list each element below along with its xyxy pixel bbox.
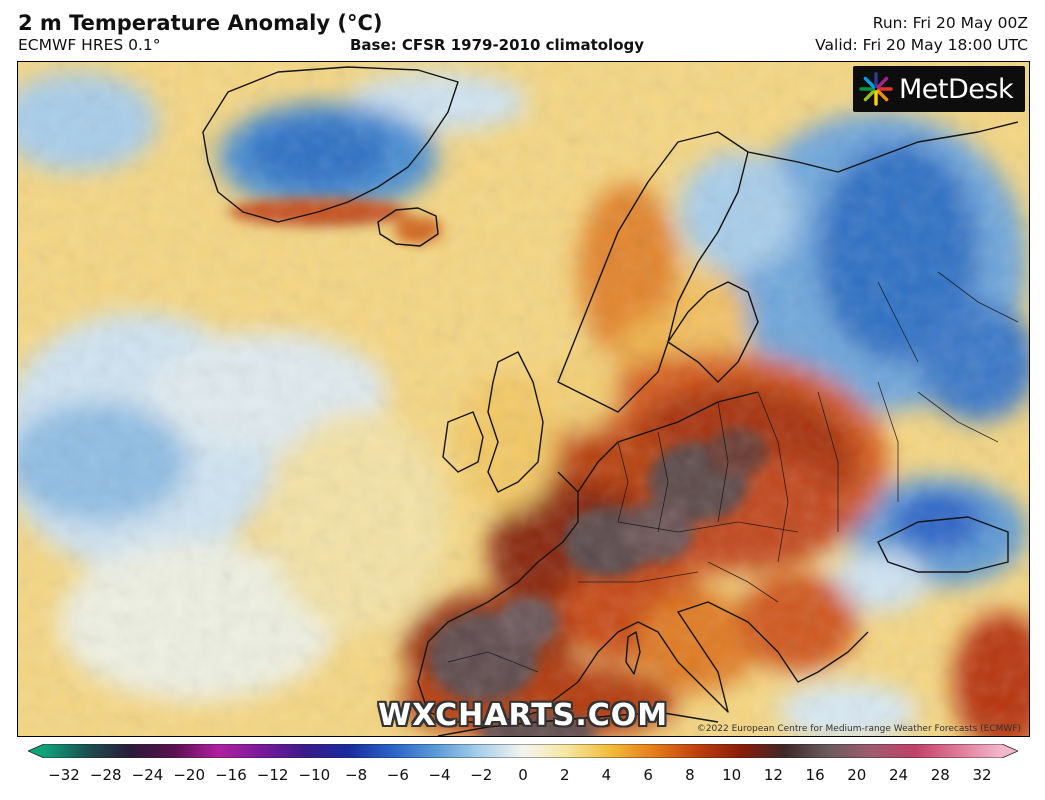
colorbar [28,744,1018,758]
run-time-label: Run: Fri 20 May 00Z [872,14,1028,32]
anomaly-map: MetDesk WXCHARTS.COM ©2022 European Cent… [17,61,1030,737]
colorbar-tick-label: −20 [173,766,205,784]
chart-title: 2 m Temperature Anomaly (°C) [18,11,383,35]
colorbar-tick-label: −10 [298,766,331,784]
anomaly-map-canvas [18,62,1029,736]
colorbar-tick-label: 20 [847,766,867,784]
colorbar-tick-label: 2 [559,766,570,784]
model-label: ECMWF HRES 0.1° [18,36,161,54]
colorbar-tick-label: 8 [685,766,695,784]
colorbar-tick-label: 12 [763,766,783,784]
colorbar-tick-label: −2 [470,766,493,784]
metdesk-burst-icon [859,72,893,106]
metdesk-logo: MetDesk [853,66,1025,112]
colorbar-tick-label: −24 [131,766,164,784]
colorbar-tick-label: −8 [345,766,368,784]
colorbar-tick-label: 4 [601,766,612,784]
colorbar-tick-label: 6 [643,766,653,784]
colorbar-tick-label: 24 [888,766,909,784]
colorbar-svg [28,744,1018,758]
colorbar-tick-label: −32 [48,766,80,784]
colorbar-tick-label: 0 [518,766,528,784]
metdesk-logo-text: MetDesk [899,73,1014,105]
colorbar-ticks: −32 −28 −24 −20 −16 −12 −10 −8 −6 −4 −2 0 2 4 6 8 10 12 16… [28,762,1018,788]
colorbar-tick-label: 32 [972,766,992,784]
colorbar-tick-label: 16 [805,766,825,784]
wxcharts-watermark: WXCHARTS.COM [378,698,669,733]
colorbar-tick-label: −12 [256,766,289,784]
colorbar-tick-label: 28 [930,766,950,784]
colorbar-tick-label: −4 [428,766,451,784]
copyright-notice: ©2022 European Centre for Medium-range W… [696,724,1021,734]
valid-time-label: Valid: Fri 20 May 18:00 UTC [815,36,1028,54]
colorbar-tick-label: −6 [386,766,409,784]
colorbar-tick-label: −28 [89,766,122,784]
climatology-base-label: Base: CFSR 1979-2010 climatology [350,36,645,54]
colorbar-tick-label: −16 [215,766,247,784]
colorbar-tick-label: 10 [722,766,742,784]
